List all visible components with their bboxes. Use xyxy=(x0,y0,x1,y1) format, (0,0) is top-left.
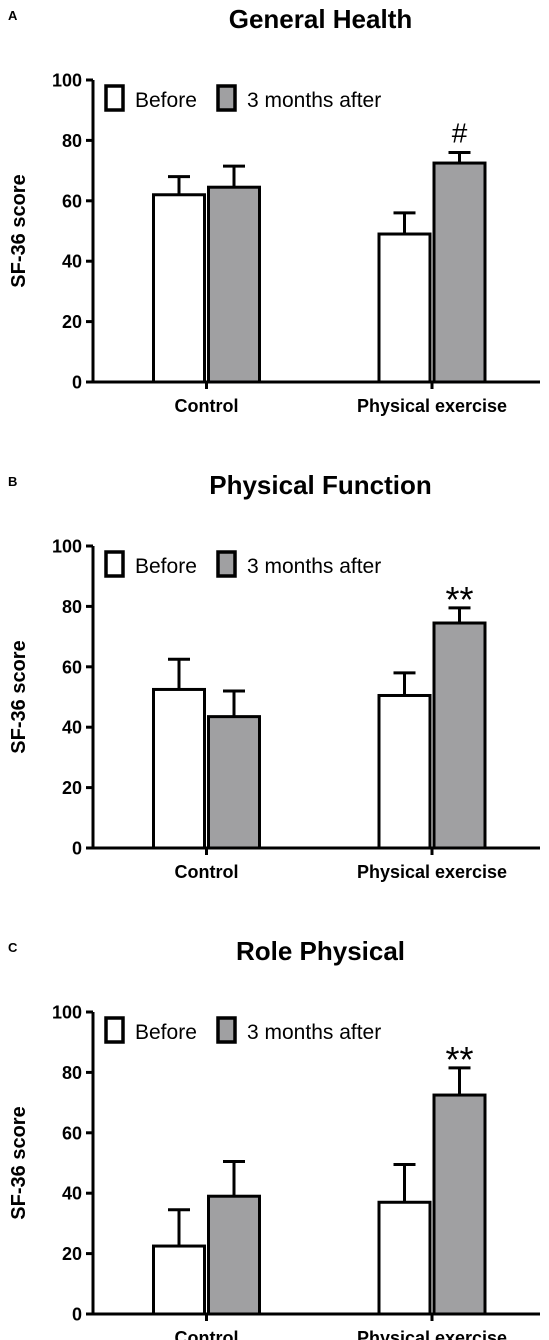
chart-title: General Health xyxy=(229,4,413,34)
chart-panel-c: C Role Physical SF-36 score 0 20 40 60 80 100 Con… xyxy=(8,936,540,1340)
y-tick-label-20: 20 xyxy=(62,1244,82,1264)
y-tick-label-40: 40 xyxy=(62,252,82,272)
bar-3-months-after-physical-exercise xyxy=(432,161,487,384)
y-tick-label-80: 80 xyxy=(62,597,82,617)
y-tick-label-80: 80 xyxy=(62,131,82,151)
legend-swatch-before xyxy=(104,1016,125,1044)
legend-label-before: Before xyxy=(135,555,197,578)
significance-marker: # xyxy=(452,117,468,148)
legend-label-before: Before xyxy=(135,1021,197,1044)
y-tick-label-60: 60 xyxy=(62,657,82,677)
y-tick-label-0: 0 xyxy=(72,373,82,393)
y-axis-label: SF-36 score xyxy=(8,174,30,287)
legend-swatch-3-months-after xyxy=(216,550,237,578)
y-tick-label-100: 100 xyxy=(52,537,82,557)
y-tick-label-80: 80 xyxy=(62,1063,82,1083)
bar-3-months-after-control xyxy=(207,715,261,850)
bar-before-control xyxy=(152,687,206,850)
significance-marker: ** xyxy=(445,1039,473,1080)
bar-before-physical-exercise xyxy=(377,232,432,384)
chart-panel-b: B Physical Function SF-36 score 0 20 40 60 80 10… xyxy=(8,470,540,882)
x-tick-label-control: Control xyxy=(175,862,239,882)
bar-before-control xyxy=(152,193,206,384)
bar-3-months-after-control xyxy=(207,185,261,384)
y-tick-label-100: 100 xyxy=(52,1003,82,1023)
y-tick-label-0: 0 xyxy=(72,1305,82,1325)
panel-label: C xyxy=(8,940,18,955)
y-tick-label-0: 0 xyxy=(72,839,82,859)
panel-label: B xyxy=(8,474,17,489)
legend-label-3-months-after: 3 months after xyxy=(247,89,381,112)
bar-3-months-after-control xyxy=(207,1194,261,1316)
y-tick-label-40: 40 xyxy=(62,1184,82,1204)
legend-swatch-before xyxy=(104,84,125,112)
chart-panel-a: A General Health SF-36 score 0 20 40 60 80 100 Co… xyxy=(8,4,540,416)
y-axis-label: SF-36 score xyxy=(8,1106,30,1219)
panel-label: A xyxy=(8,8,18,23)
x-tick-label-control: Control xyxy=(175,1328,239,1340)
y-tick-label-60: 60 xyxy=(62,1123,82,1143)
y-axis-label: SF-36 score xyxy=(8,640,30,753)
x-tick-label-physical-exercise: Physical exercise xyxy=(357,396,507,416)
legend-swatch-before xyxy=(104,550,125,578)
bar-before-control xyxy=(152,1244,206,1316)
x-tick-label-physical-exercise: Physical exercise xyxy=(357,862,507,882)
x-tick-label-physical-exercise: Physical exercise xyxy=(357,1328,507,1340)
legend-label-3-months-after: 3 months after xyxy=(247,1021,381,1044)
bar-3-months-after-physical-exercise xyxy=(432,621,487,850)
bar-before-physical-exercise xyxy=(377,693,432,850)
legend-swatch-3-months-after xyxy=(216,1016,237,1044)
y-tick-label-40: 40 xyxy=(62,718,82,738)
y-tick-label-20: 20 xyxy=(62,312,82,332)
chart-title: Role Physical xyxy=(236,936,405,966)
significance-marker: ** xyxy=(445,579,473,620)
bar-before-physical-exercise xyxy=(377,1200,432,1316)
y-tick-label-60: 60 xyxy=(62,191,82,211)
legend-label-3-months-after: 3 months after xyxy=(247,555,381,578)
legend-label-before: Before xyxy=(135,89,197,112)
bar-3-months-after-physical-exercise xyxy=(432,1093,487,1316)
legend-swatch-3-months-after xyxy=(216,84,237,112)
x-tick-label-control: Control xyxy=(175,396,239,416)
y-tick-label-100: 100 xyxy=(52,71,82,91)
chart-title: Physical Function xyxy=(209,470,432,500)
y-tick-label-20: 20 xyxy=(62,778,82,798)
